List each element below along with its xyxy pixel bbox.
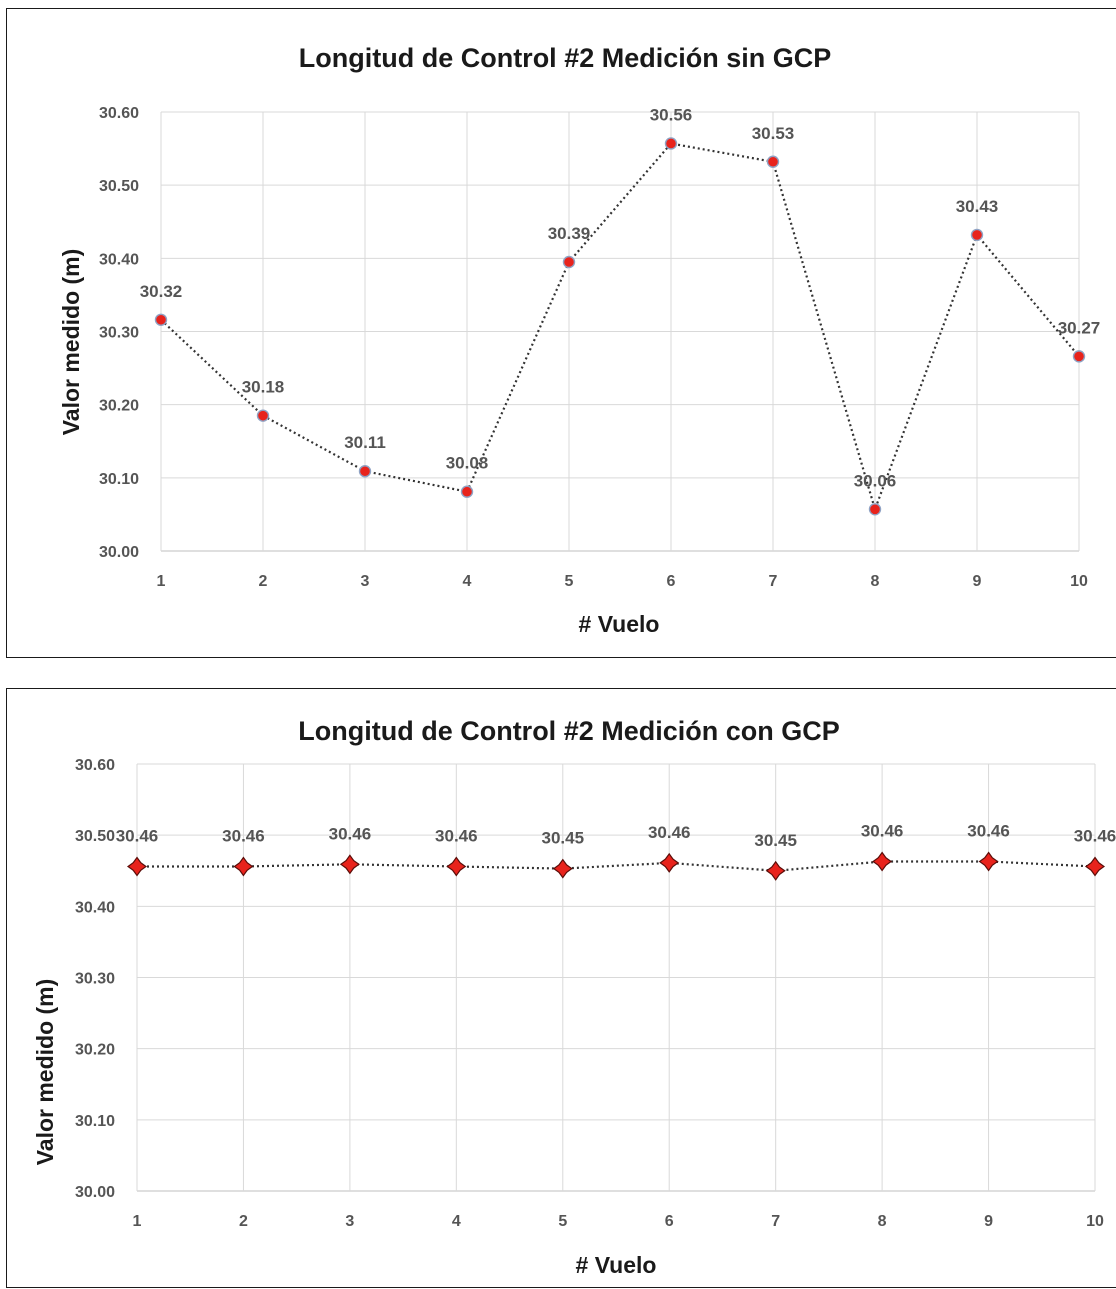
data-point [765, 860, 786, 881]
data-label: 30.46 [329, 824, 372, 843]
data-point [970, 228, 984, 242]
y-tick-label: 30.40 [99, 251, 139, 268]
data-label: 30.45 [542, 829, 585, 848]
x-tick-label: 10 [1086, 1213, 1104, 1230]
y-tick-label: 30.10 [75, 1113, 115, 1130]
data-point [868, 503, 882, 516]
y-tick-label: 30.50 [99, 178, 139, 195]
y-tick-label: 30.30 [75, 971, 115, 988]
plot-area: 30.00 30.10 30.20 30.30 30.40 30.50 30.60 1 2 3 4 5… [75, 757, 1116, 1230]
data-point [256, 409, 270, 422]
x-tick-label: 2 [259, 573, 268, 590]
chart-con-gcp-svg: Longitud de Control #2 Medición con GCP … [32, 716, 1116, 1278]
y-tick-label: 30.60 [75, 757, 115, 774]
data-point [664, 137, 678, 150]
data-point [1084, 856, 1106, 877]
data-label: 30.18 [242, 378, 285, 397]
data-point [446, 856, 467, 877]
plot-area: 30.00 30.10 30.20 30.30 30.40 30.50 30.60 1 2 3 4 5… [99, 105, 1100, 590]
y-tick-label: 30.50 [75, 828, 115, 845]
x-tick-label: 7 [769, 573, 778, 590]
x-tick-label: 6 [665, 1213, 674, 1230]
x-tick-label: 6 [667, 573, 676, 590]
x-axis-title: # Vuelo [579, 611, 660, 637]
x-tick-label: 8 [878, 1213, 887, 1230]
data-point [659, 852, 680, 873]
data-label: 30.45 [754, 831, 797, 850]
x-tick-label: 8 [871, 573, 880, 590]
data-label: 30.46 [648, 823, 691, 842]
data-label: 30.32 [140, 282, 183, 301]
x-tick-label: 4 [463, 573, 472, 590]
data-label: 30.39 [548, 224, 591, 243]
y-tick-label: 30.00 [75, 1184, 115, 1201]
data-point [154, 313, 168, 326]
y-axis-title: Valor medido (m) [58, 249, 84, 436]
data-point [562, 255, 576, 269]
chart-con-gcp: Longitud de Control #2 Medición con GCP … [6, 688, 1116, 1288]
x-tick-label: 5 [558, 1213, 567, 1230]
data-label: 30.53 [752, 124, 795, 143]
y-axis-title: Valor medido (m) [32, 979, 58, 1166]
y-tick-label: 30.60 [99, 105, 139, 122]
y-tick-label: 30.00 [99, 544, 139, 561]
data-label: 30.08 [446, 454, 489, 473]
x-tick-label: 3 [345, 1213, 354, 1230]
data-label: 30.46 [967, 821, 1010, 840]
data-point [552, 858, 573, 879]
data-point [766, 155, 780, 168]
data-point [233, 856, 254, 877]
x-tick-label: 9 [973, 573, 982, 590]
chart-title: Longitud de Control #2 Medición con GCP [298, 716, 840, 746]
data-point [1072, 350, 1086, 363]
data-point [460, 485, 474, 498]
x-tick-label: 7 [771, 1213, 780, 1230]
data-label: 30.06 [854, 471, 897, 490]
data-label: 30.46 [116, 826, 159, 845]
series-line [137, 860, 1096, 872]
data-point [126, 856, 148, 877]
x-axis-title: # Vuelo [576, 1252, 657, 1278]
data-label: 30.43 [956, 197, 999, 216]
chart-sin-gcp-svg: Longitud de Control #2 Medición sin GCP … [58, 43, 1100, 637]
data-label: 30.46 [222, 826, 265, 845]
y-tick-label: 30.20 [99, 398, 139, 415]
x-tick-label: 1 [157, 573, 166, 590]
chart-sin-gcp: Longitud de Control #2 Medición sin GCP … [6, 8, 1116, 658]
data-point [358, 465, 372, 478]
data-label: 30.46 [861, 821, 904, 840]
x-tick-label: 1 [133, 1213, 142, 1230]
data-label: 30.11 [344, 433, 386, 452]
x-tick-label: 5 [565, 573, 574, 590]
y-tick-label: 30.40 [75, 899, 115, 916]
x-tick-label: 3 [361, 573, 370, 590]
data-label: 30.56 [650, 105, 693, 124]
x-tick-label: 9 [984, 1213, 993, 1230]
x-tick-label: 10 [1070, 573, 1088, 590]
data-label: 30.46 [435, 826, 478, 845]
y-tick-label: 30.20 [75, 1042, 115, 1059]
data-point [872, 851, 893, 872]
x-tick-label: 4 [452, 1213, 461, 1230]
series-line [160, 142, 1080, 513]
chart-title: Longitud de Control #2 Medición sin GCP [299, 43, 832, 73]
data-label: 30.27 [1058, 318, 1101, 337]
data-label: 30.46 [1074, 826, 1116, 845]
data-point [339, 854, 360, 875]
data-point [978, 851, 999, 872]
y-tick-label: 30.30 [99, 325, 139, 342]
x-tick-label: 2 [239, 1213, 248, 1230]
y-tick-label: 30.10 [99, 471, 139, 488]
